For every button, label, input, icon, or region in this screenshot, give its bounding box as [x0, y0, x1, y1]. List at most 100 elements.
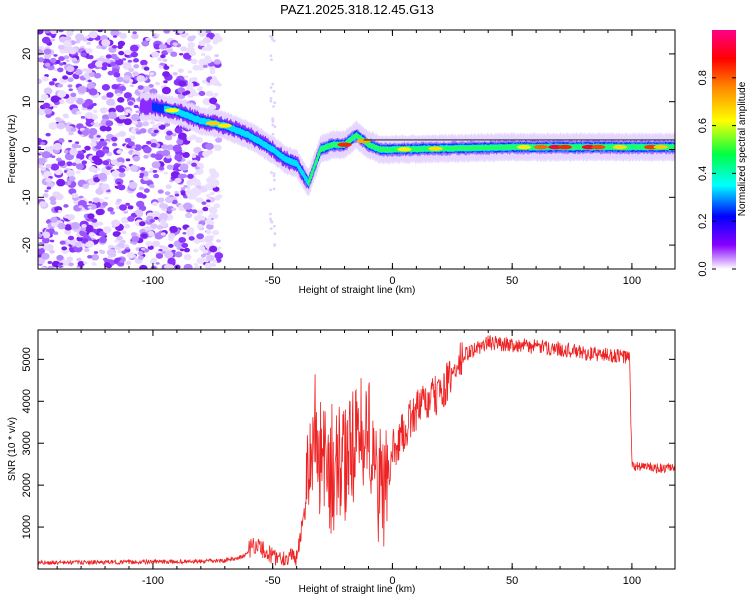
noise-blob	[46, 186, 52, 190]
noise-blob	[71, 162, 77, 166]
noise-blob	[168, 233, 176, 239]
noise-blob	[162, 246, 169, 252]
noise-blob	[87, 254, 93, 259]
noise-blob	[174, 177, 182, 184]
noise-blob	[125, 158, 131, 162]
noise-blob	[171, 207, 177, 211]
snr-xtick-label: 50	[506, 575, 518, 587]
noise-blob	[58, 62, 64, 66]
ridge-hotspot	[591, 144, 606, 150]
noise-blob	[164, 250, 174, 259]
noise-blob	[49, 30, 59, 35]
noise-blob	[213, 59, 221, 65]
noise-blob	[86, 82, 96, 90]
noise-blob	[193, 248, 199, 253]
noise-blob	[66, 30, 74, 37]
noise-blob	[56, 254, 64, 261]
noise-blob	[158, 166, 165, 171]
noise-blob	[44, 243, 54, 252]
noise-blob	[107, 207, 114, 212]
noise-blob	[179, 248, 185, 252]
noise-blob	[150, 265, 157, 269]
noise-blob	[205, 230, 212, 235]
noise-blob	[85, 240, 95, 248]
snr-ytick-label: 3000	[21, 431, 33, 455]
noise-blob	[205, 254, 215, 262]
noise-blob	[198, 90, 206, 97]
noise-blob	[197, 64, 205, 71]
noise-blob	[88, 71, 96, 77]
noise-blob	[164, 191, 171, 196]
noise-blob	[152, 201, 159, 206]
noise-blob	[110, 159, 118, 166]
noise-blob	[130, 51, 138, 58]
noise-blob	[150, 142, 157, 148]
noise-blob	[116, 181, 121, 185]
noise-blob	[45, 177, 52, 183]
noise-blob	[116, 92, 122, 97]
noise-blob	[129, 44, 139, 52]
noise-blob	[41, 231, 51, 239]
noise-blob	[200, 52, 206, 56]
noise-blob	[93, 169, 98, 173]
noise-blob	[149, 167, 154, 171]
noise-blob	[65, 59, 70, 63]
noise-blob	[66, 161, 73, 167]
noise-blob	[57, 160, 66, 167]
noise-blob	[102, 62, 109, 67]
noise-blob	[131, 120, 138, 125]
noise-blob	[191, 155, 197, 158]
noise-blob	[127, 215, 135, 222]
noise-blob	[190, 43, 196, 46]
noise-blob	[75, 40, 81, 44]
noise-blob	[270, 171, 273, 174]
noise-blob	[153, 43, 162, 50]
noise-blob	[114, 58, 124, 66]
noise-blob	[127, 59, 133, 63]
snr-ytick-label: 4000	[21, 389, 33, 413]
noise-blob	[117, 132, 123, 136]
noise-blob	[119, 85, 127, 92]
noise-blob	[133, 104, 139, 109]
ridge-band-green	[309, 173, 313, 180]
noise-blob	[92, 109, 98, 114]
colorbar-label: Normalized spectral amplitude	[737, 81, 748, 216]
noise-blob	[268, 212, 272, 216]
noise-blob	[95, 208, 104, 216]
noise-blob	[91, 218, 98, 223]
noise-blob	[198, 245, 206, 251]
noise-blob	[74, 68, 83, 76]
noise-blob	[84, 35, 90, 39]
noise-blob	[95, 167, 101, 171]
noise-blob	[140, 247, 146, 251]
snr-xlabel: Height of straight line (km)	[299, 584, 416, 595]
noise-blob	[112, 231, 120, 237]
noise-blob	[131, 113, 140, 121]
noise-blob	[208, 220, 215, 226]
noise-blob	[174, 264, 181, 269]
noise-blob	[181, 91, 188, 96]
noise-blob	[269, 86, 273, 89]
noise-blob	[97, 30, 103, 33]
noise-blob	[174, 127, 183, 134]
noise-blob	[210, 179, 220, 187]
noise-blob	[178, 80, 187, 87]
ridge-hotspot	[428, 146, 443, 151]
noise-blob	[116, 76, 124, 83]
noise-blob	[125, 260, 132, 266]
noise-blob	[180, 46, 188, 52]
noise-blob	[157, 56, 163, 61]
noise-blob	[113, 56, 120, 61]
noise-blob	[106, 248, 116, 257]
noise-blob	[41, 237, 50, 244]
noise-blob	[133, 64, 140, 69]
noise-blob	[68, 176, 76, 182]
noise-blob	[75, 97, 84, 105]
noise-blob	[101, 65, 108, 71]
noise-blob	[271, 123, 275, 127]
noise-blob	[128, 67, 135, 73]
noise-blob	[42, 102, 51, 109]
noise-blob	[186, 82, 194, 88]
noise-blob	[38, 78, 43, 85]
